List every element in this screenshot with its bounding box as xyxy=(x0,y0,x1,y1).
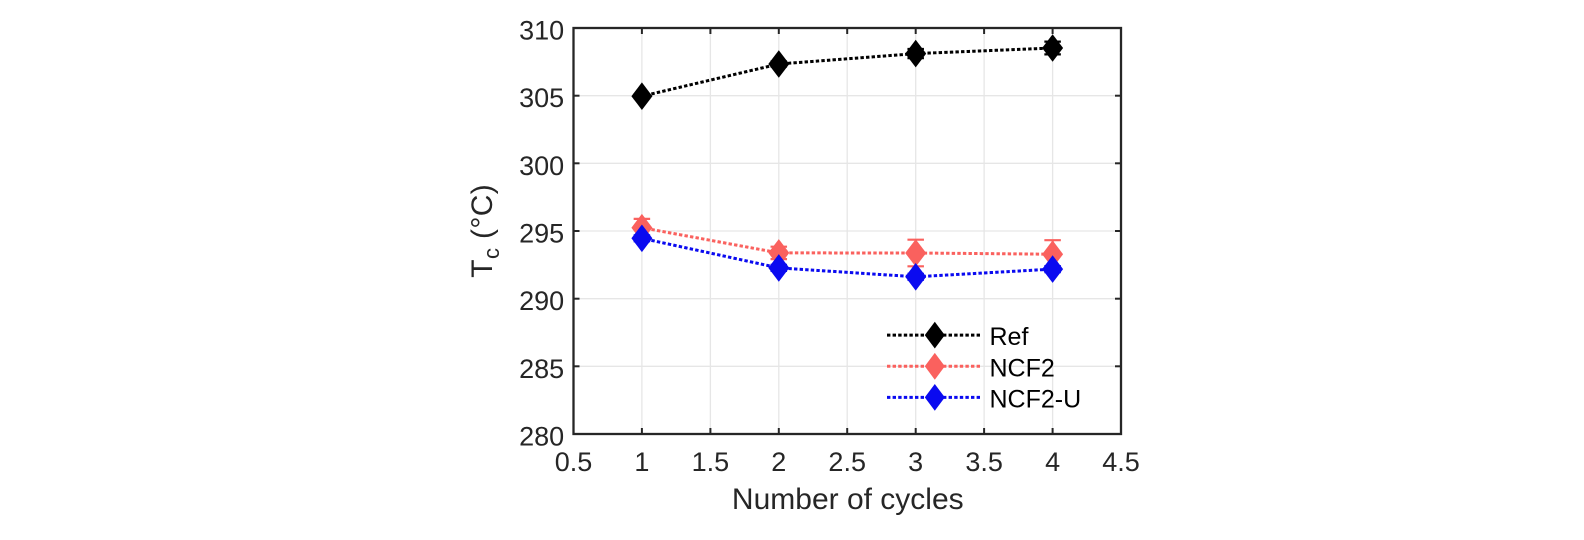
svg-text:1.5: 1.5 xyxy=(692,447,730,477)
svg-text:295: 295 xyxy=(519,219,564,249)
svg-text:285: 285 xyxy=(519,354,564,384)
svg-text:290: 290 xyxy=(519,286,564,316)
svg-text:NCF2-U: NCF2-U xyxy=(990,386,1082,414)
svg-text:3.5: 3.5 xyxy=(965,447,1003,477)
svg-text:280: 280 xyxy=(519,422,564,452)
svg-text:2: 2 xyxy=(771,447,786,477)
svg-text:3: 3 xyxy=(908,447,923,477)
svg-text:300: 300 xyxy=(519,151,564,181)
svg-text:Ref: Ref xyxy=(990,323,1029,351)
svg-text:Number of cycles: Number of cycles xyxy=(732,483,964,516)
svg-text:4.5: 4.5 xyxy=(1102,447,1140,477)
svg-text:NCF2: NCF2 xyxy=(990,354,1055,382)
svg-text:Tc (°C): Tc (°C) xyxy=(466,184,504,278)
svg-text:2.5: 2.5 xyxy=(828,447,866,477)
svg-text:4: 4 xyxy=(1045,447,1060,477)
svg-text:0.5: 0.5 xyxy=(555,447,593,477)
svg-text:310: 310 xyxy=(519,16,564,46)
svg-text:1: 1 xyxy=(634,447,649,477)
svg-text:305: 305 xyxy=(519,83,564,113)
